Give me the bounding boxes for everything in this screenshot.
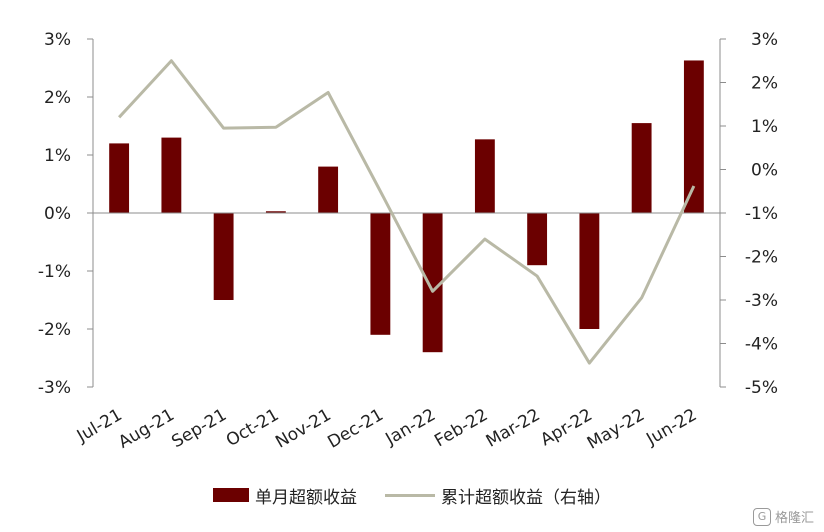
right-axis-tick-label: -2% [745,248,778,268]
legend-line-swatch [385,493,435,497]
left-axis-tick-label: -2% [38,320,71,340]
watermark-logo-icon: G [752,507,771,526]
cumulative-line [118,59,696,365]
x-axis-label: Oct-21 [223,405,283,451]
left-axis-tick-label: -3% [38,378,71,398]
bar [318,166,339,213]
x-axis-label: Mar-22 [483,405,544,452]
chart-canvas: 3% 2% 1% 0% -1% -2% -3% 3% 2% 1% 0% -1% -2% -3% -4% -5… [38,30,778,454]
right-axis-tick-label: 3% [751,30,778,50]
right-axis-tick-label: -1% [745,204,778,224]
bar [265,211,286,213]
legend-bar-swatch [213,488,249,502]
right-axis-tick-label: -3% [745,291,778,311]
bar [579,213,600,329]
x-axis-label: Sep-21 [168,405,230,452]
left-axis-tick-label: 0% [44,204,71,224]
x-axis-label: Feb-22 [431,405,491,451]
left-axis-tick-label: 1% [44,146,71,166]
legend-line-label: 累计超额收益（右轴） [441,487,611,508]
line-series [118,59,696,365]
legend-item-line: 累计超额收益（右轴） [385,483,611,508]
legend: 单月超额收益 累计超额收益（右轴） [0,483,824,508]
right-axis-tick-label: 2% [751,74,778,94]
right-axis-tick-label: -5% [745,378,778,398]
x-axis-label: Dec-21 [324,405,387,453]
bar [109,143,130,213]
left-axis-tick-label: -1% [38,262,71,282]
right-axis-tick-label: 0% [751,161,778,181]
bar [370,213,391,335]
bar-series [109,60,704,353]
bar [474,139,495,213]
right-axis-tick-label: -4% [745,335,778,355]
right-y-axis: 3% 2% 1% 0% -1% -2% -3% -4% -5% [719,30,778,398]
left-y-axis: 3% 2% 1% 0% -1% -2% -3% [38,30,94,398]
bar [631,123,652,213]
left-axis-tick-label: 2% [44,88,71,108]
legend-bar-label: 单月超额收益 [255,487,357,508]
legend-item-bar: 单月超额收益 [213,483,357,508]
watermark-text: 格隆汇 [774,511,814,526]
right-axis-tick-label: 1% [751,117,778,137]
x-axis-labels: Jul-21Aug-21Sep-21Oct-21Nov-21Dec-21Jan-… [73,405,700,454]
x-axis-label: Aug-21 [115,405,178,453]
bar [422,213,443,353]
bar [213,213,234,300]
bar [161,137,182,213]
x-axis-label: Nov-21 [272,405,334,453]
x-axis-label: May-22 [584,405,648,454]
bar [527,213,548,266]
watermark: G 格隆汇 [752,507,814,526]
x-axis-label: Jun-22 [642,405,700,450]
x-axis-label: Jan-22 [382,405,440,450]
bar [683,60,704,214]
left-axis-tick-label: 3% [44,30,71,50]
